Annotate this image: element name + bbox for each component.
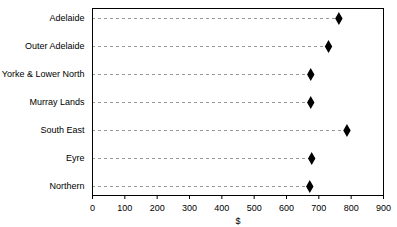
svg-text:Yorke & Lower North: Yorke & Lower North: [2, 69, 85, 79]
svg-text:200: 200: [150, 203, 165, 213]
svg-text:600: 600: [279, 203, 294, 213]
svg-text:Eyre: Eyre: [66, 153, 85, 163]
svg-text:South East: South East: [40, 125, 85, 135]
svg-text:0: 0: [90, 203, 95, 213]
svg-text:400: 400: [214, 203, 229, 213]
svg-text:900: 900: [376, 203, 391, 213]
svg-text:300: 300: [182, 203, 197, 213]
svg-text:500: 500: [247, 203, 262, 213]
svg-text:Northern: Northern: [49, 181, 84, 191]
svg-text:Murray Lands: Murray Lands: [29, 97, 85, 107]
svg-text:Outer Adelaide: Outer Adelaide: [25, 41, 85, 51]
svg-text:100: 100: [117, 203, 132, 213]
svg-text:Adelaide: Adelaide: [49, 13, 84, 23]
svg-text:800: 800: [344, 203, 359, 213]
svg-text:$: $: [235, 216, 240, 226]
svg-text:700: 700: [311, 203, 326, 213]
